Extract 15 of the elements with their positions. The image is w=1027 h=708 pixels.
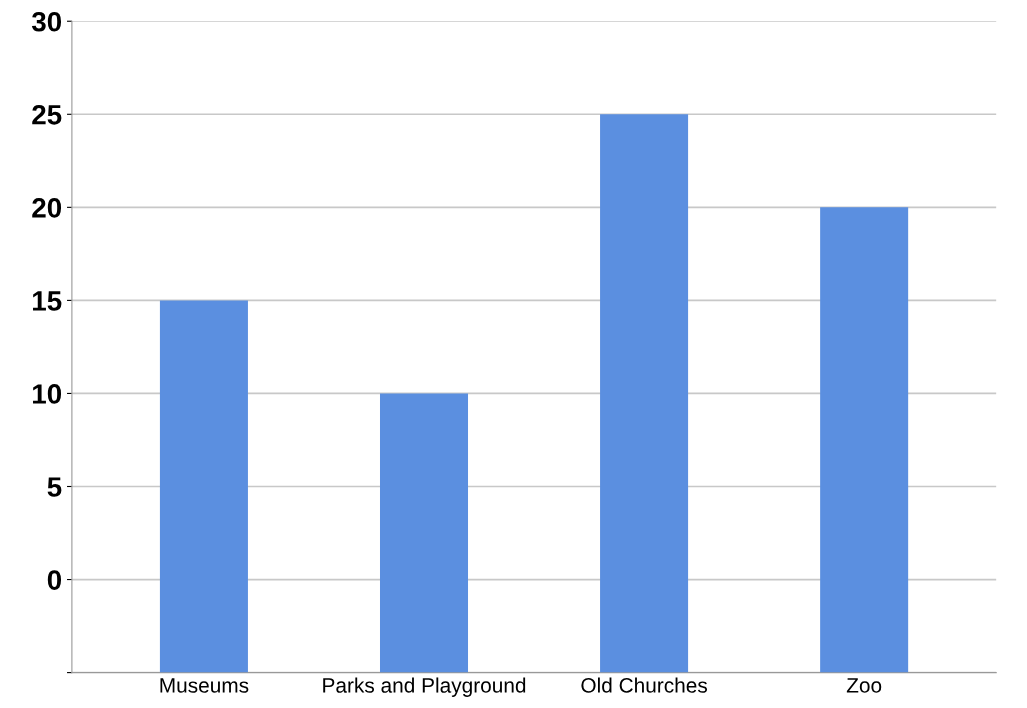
y-tick-label: 5 — [47, 477, 62, 497]
bar — [379, 393, 469, 673]
bar — [600, 114, 689, 673]
bar — [820, 207, 909, 673]
y-tick-label: 15 — [33, 291, 62, 311]
y-tick-label: 30 — [31, 11, 62, 32]
y-tick-label: 10 — [33, 384, 62, 404]
bar — [159, 300, 248, 673]
y-tick-label: 20 — [32, 198, 62, 218]
x-tick-label: Zoo — [846, 678, 882, 693]
x-tick-label: Museums — [160, 678, 249, 693]
x-tick-label: Parks and Playground — [323, 677, 526, 697]
y-tick-label: 0 — [47, 570, 62, 590]
y-tick-label: 25 — [32, 104, 62, 125]
x-tick-label: Old Churches — [581, 677, 708, 693]
